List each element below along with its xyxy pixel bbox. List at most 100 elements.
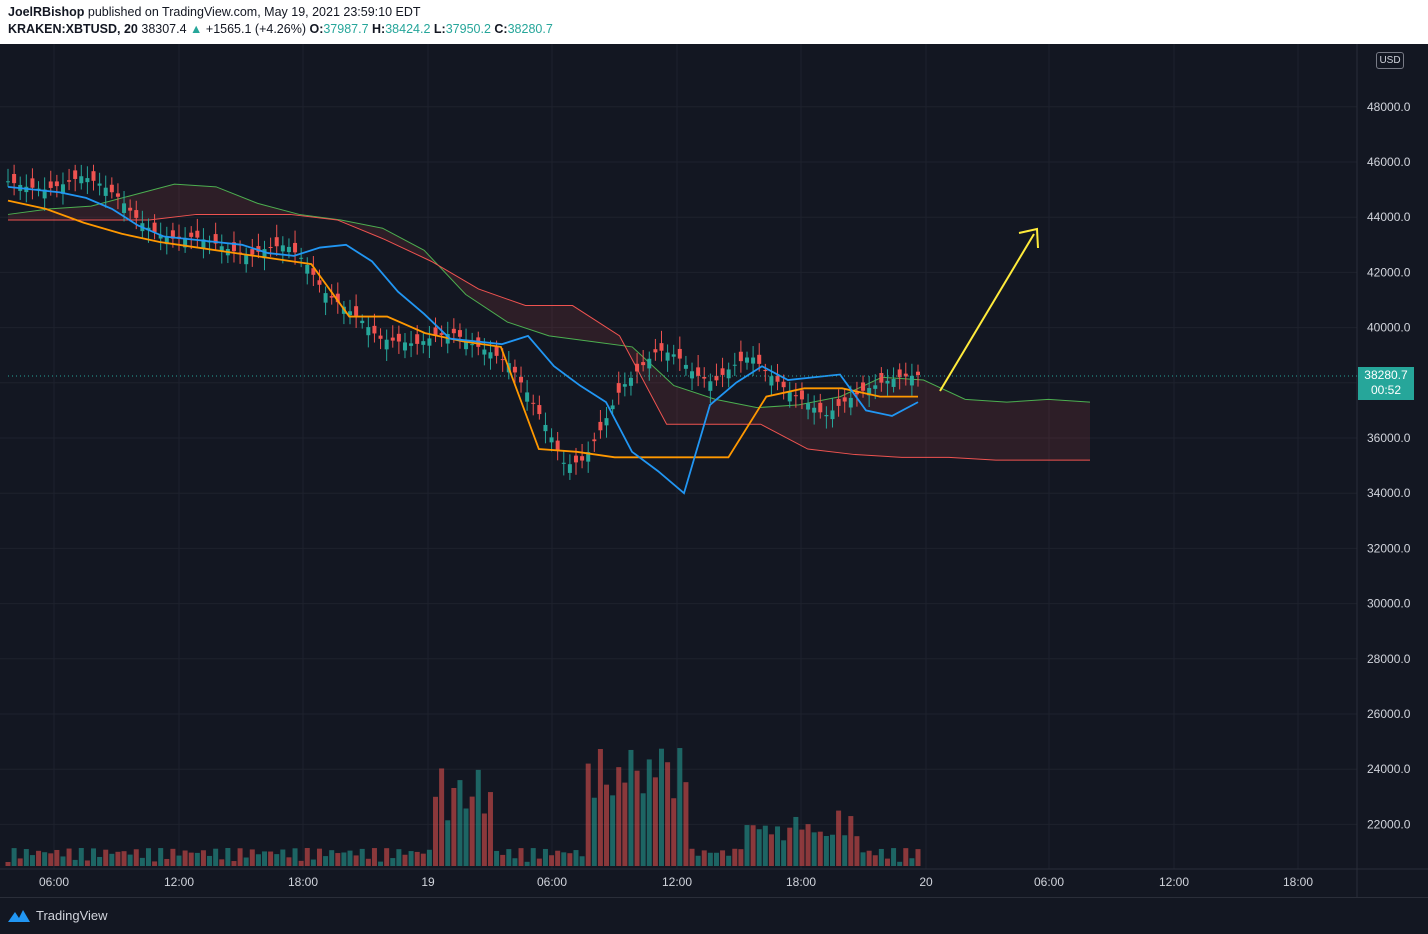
volume-bar (200, 850, 206, 866)
candle-body (726, 369, 731, 379)
candle-body (842, 397, 847, 402)
high-label: H: (372, 22, 386, 36)
volume-bar (359, 848, 365, 866)
candle-body (836, 399, 841, 406)
candle-body (354, 306, 359, 316)
volume-bar (97, 856, 103, 866)
volume-bar (903, 848, 909, 866)
candle-body (128, 207, 133, 211)
candle-body (464, 340, 469, 350)
volume-bar (799, 829, 805, 866)
candle-body (897, 369, 902, 378)
candle-body (109, 184, 114, 193)
footer: TradingView (0, 897, 1428, 934)
volume-bar (109, 853, 115, 866)
volume-bar (622, 782, 628, 866)
candle-body (415, 334, 420, 344)
volume-bar (54, 849, 60, 866)
candle-body (653, 349, 658, 353)
x-tick-label: 06:00 (537, 875, 567, 889)
open-value: 37987.7 (323, 22, 369, 36)
volume-bar (170, 848, 176, 866)
candle-body (677, 348, 682, 359)
candle-body (323, 293, 328, 303)
volume-bar (91, 848, 97, 866)
candle-body (152, 222, 157, 233)
candle-body (317, 280, 322, 285)
candle-body (348, 311, 353, 316)
published-text: published on TradingView.com, May 19, 20… (87, 5, 421, 19)
volume-bar (585, 763, 591, 866)
volume-bar (665, 762, 671, 866)
candle-body (848, 397, 853, 408)
currency-badge[interactable]: USD (1376, 52, 1404, 69)
volume-bar (530, 848, 536, 866)
volume-bar (872, 855, 878, 866)
x-tick-label: 18:00 (288, 875, 318, 889)
volume-bar (726, 855, 732, 866)
low-value: 37950.2 (445, 22, 491, 36)
candle-body (299, 257, 304, 259)
close-label: C: (494, 22, 508, 36)
candle-body (580, 456, 585, 461)
volume-bar (36, 850, 42, 866)
volume-bar (481, 813, 487, 866)
volume-bar (536, 858, 542, 866)
volume-bar (292, 848, 298, 866)
candle-body (256, 246, 261, 252)
volume-bar (701, 850, 707, 866)
brand-text: TradingView (36, 908, 108, 923)
candle-body (409, 343, 414, 346)
candle-body (36, 188, 41, 190)
y-tick-label: 46000.0 (1367, 155, 1411, 169)
volume-bar (823, 836, 829, 866)
candle-body (916, 371, 920, 376)
candle-body (573, 455, 578, 463)
volume-bar (353, 855, 359, 866)
brand[interactable]: TradingView (8, 908, 108, 923)
symbol[interactable]: KRAKEN:XBTUSD, 20 (8, 22, 138, 36)
candle-body (665, 352, 670, 361)
volume-bar (433, 796, 439, 866)
ichimoku-cloud (7, 183, 1091, 461)
candle-body (79, 176, 84, 184)
candle-body (12, 173, 17, 184)
candle-body (274, 237, 279, 247)
volume-bar (145, 848, 151, 866)
x-axis[interactable]: 06:00 12:00 18:00 19 06:00 12:00 18:00 20 06:00 1… (39, 875, 1313, 889)
volume-bar (60, 856, 66, 866)
candle-body (115, 193, 120, 197)
volume-bar (738, 849, 744, 866)
candle-body (305, 264, 310, 274)
candle-body (482, 349, 487, 355)
volume-bar (390, 858, 396, 866)
candle-body (867, 388, 872, 396)
open-label: O: (309, 22, 324, 36)
y-tick-label: 28000.0 (1367, 652, 1411, 666)
candle-body (30, 178, 35, 188)
candle-body (494, 346, 499, 356)
candle-body (690, 371, 695, 379)
candle-body (293, 242, 298, 253)
volume-bar (695, 855, 701, 866)
volume-bar (29, 855, 35, 866)
volume-bar (249, 849, 255, 866)
volume-bar (268, 851, 274, 866)
candle-body (757, 354, 762, 364)
volume-bar (445, 820, 451, 866)
volume-bar (158, 848, 164, 866)
candle-body (537, 405, 542, 415)
volume-bar (84, 860, 90, 866)
change-value: +1565.1 (+4.26%) (205, 22, 306, 36)
candle-body (183, 237, 188, 248)
volume-bar (365, 858, 371, 866)
annotation-arrow[interactable] (939, 227, 1039, 392)
low-label: L: (433, 22, 446, 36)
volume-bar (231, 861, 237, 866)
candle-body (286, 246, 291, 253)
volume-bar (842, 835, 848, 866)
author-name[interactable]: JoelRBishop (8, 5, 85, 19)
price-chart[interactable]: 48000.046000.044000.042000.040000.038000… (0, 44, 1428, 897)
volume-bar (860, 852, 866, 866)
volume-bar (164, 858, 170, 866)
